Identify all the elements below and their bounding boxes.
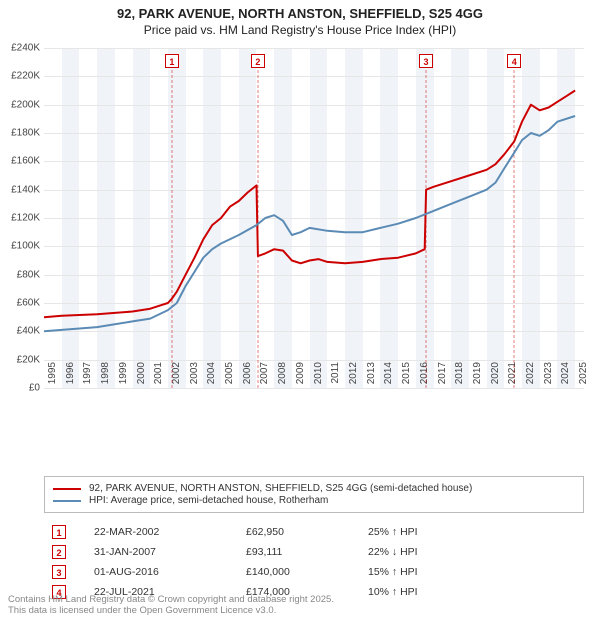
y-axis-label: £80K <box>2 269 40 280</box>
chart-area: £0£20K£40K£60K£80K£100K£120K£140K£160K£1… <box>44 48 584 428</box>
table-row: 3 01-AUG-2016£140,00015% ↑ HPI <box>46 563 582 581</box>
table-row: 1 22-MAR-2002£62,95025% ↑ HPI <box>46 523 582 541</box>
marker-delta: 25% ↑ HPI <box>362 523 582 541</box>
y-axis-label: £240K <box>2 43 40 54</box>
y-axis-label: £180K <box>2 128 40 139</box>
marker-price: £93,111 <box>240 543 360 561</box>
legend-label: 92, PARK AVENUE, NORTH ANSTON, SHEFFIELD… <box>89 483 472 494</box>
series-line <box>44 116 575 331</box>
marker-badge: 2 <box>52 545 66 559</box>
markers-table: 1 22-MAR-2002£62,95025% ↑ HPI 2 31-JAN-2007… <box>44 521 584 603</box>
marker-date: 22-MAR-2002 <box>88 523 238 541</box>
legend-swatch <box>53 488 81 490</box>
marker-flag: 4 <box>507 54 521 68</box>
footer-line-2: This data is licensed under the Open Gov… <box>8 605 334 616</box>
line-series-svg <box>44 48 584 388</box>
marker-price: £62,950 <box>240 523 360 541</box>
y-axis-label: £60K <box>2 298 40 309</box>
y-axis-label: £120K <box>2 213 40 224</box>
legend-row: HPI: Average price, semi-detached house,… <box>53 495 575 506</box>
y-axis-label: £20K <box>2 354 40 365</box>
y-axis-label: £160K <box>2 156 40 167</box>
title-line-1: 92, PARK AVENUE, NORTH ANSTON, SHEFFIELD… <box>0 6 600 23</box>
plot-region: £0£20K£40K£60K£80K£100K£120K£140K£160K£1… <box>44 48 584 388</box>
y-axis-label: £220K <box>2 71 40 82</box>
marker-flag: 1 <box>165 54 179 68</box>
series-line <box>44 91 575 318</box>
legend-box: 92, PARK AVENUE, NORTH ANSTON, SHEFFIELD… <box>44 476 584 513</box>
marker-delta: 10% ↑ HPI <box>362 583 582 601</box>
y-axis-label: £200K <box>2 99 40 110</box>
table-row: 2 31-JAN-2007£93,11122% ↓ HPI <box>46 543 582 561</box>
legend-label: HPI: Average price, semi-detached house,… <box>89 495 328 506</box>
marker-delta: 22% ↓ HPI <box>362 543 582 561</box>
marker-badge: 3 <box>52 565 66 579</box>
marker-delta: 15% ↑ HPI <box>362 563 582 581</box>
footer-attribution: Contains HM Land Registry data © Crown c… <box>8 594 334 616</box>
title-line-2: Price paid vs. HM Land Registry's House … <box>0 23 600 39</box>
chart-title: 92, PARK AVENUE, NORTH ANSTON, SHEFFIELD… <box>0 0 600 40</box>
marker-flag: 2 <box>251 54 265 68</box>
marker-date: 31-JAN-2007 <box>88 543 238 561</box>
marker-date: 01-AUG-2016 <box>88 563 238 581</box>
y-axis-label: £0 <box>2 383 40 394</box>
footer-line-1: Contains HM Land Registry data © Crown c… <box>8 594 334 605</box>
marker-badge: 1 <box>52 525 66 539</box>
y-axis-label: £100K <box>2 241 40 252</box>
marker-flag: 3 <box>419 54 433 68</box>
y-axis-label: £140K <box>2 184 40 195</box>
marker-price: £140,000 <box>240 563 360 581</box>
y-axis-label: £40K <box>2 326 40 337</box>
legend-row: 92, PARK AVENUE, NORTH ANSTON, SHEFFIELD… <box>53 483 575 494</box>
legend-swatch <box>53 500 81 502</box>
